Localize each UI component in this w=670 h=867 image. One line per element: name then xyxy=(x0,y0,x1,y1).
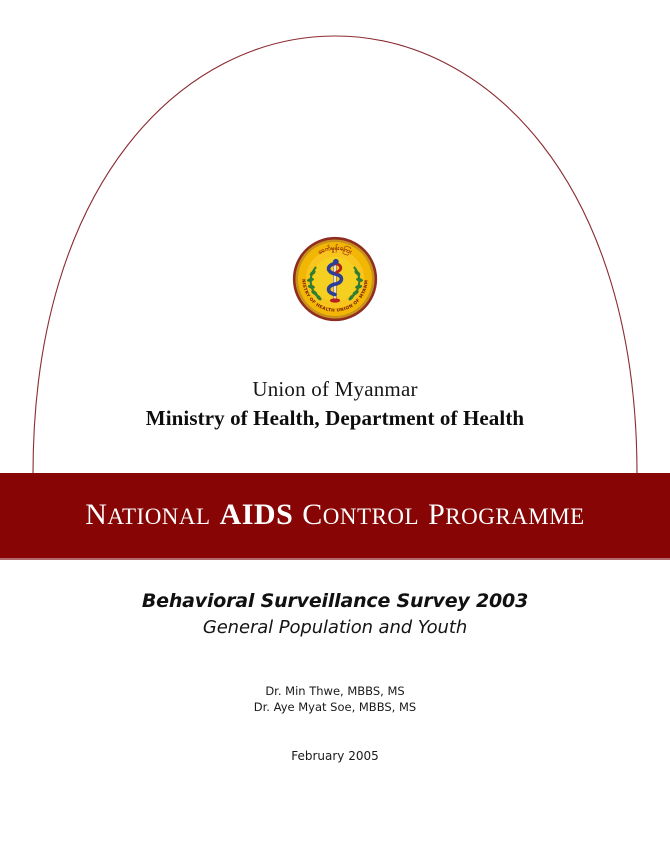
publication-date: February 2005 xyxy=(291,749,379,763)
ministry-of-health-seal: ခေက်မှုန်းကြေး MINISTRY OF HEALTH UNION … xyxy=(292,236,378,322)
subtitle-block: Behavioral Surveillance Survey 2003 Gene… xyxy=(0,588,670,640)
title-word-national: National xyxy=(85,497,211,531)
programme-title-banner: National AIDS Control Programme xyxy=(0,473,670,558)
org-line-ministry: Ministry of Health, Department of Health xyxy=(145,406,525,430)
survey-scope: General Population and Youth xyxy=(202,617,468,638)
org-line-country: Union of Myanmar xyxy=(252,377,418,401)
author-line: Dr. Aye Myat Soe, MBBS, MS xyxy=(253,700,417,714)
rod-of-asclepius-icon xyxy=(326,258,344,303)
author-line: Dr. Min Thwe, MBBS, MS xyxy=(265,684,405,698)
title-word-programme: Programme xyxy=(428,497,585,531)
authors-block: Dr. Min Thwe, MBBS, MS Dr. Aye Myat Soe,… xyxy=(0,683,670,715)
title-word-aids: AIDS xyxy=(219,497,294,531)
publication-date-block: February 2005 xyxy=(0,748,670,764)
programme-title: National AIDS Control Programme xyxy=(85,498,584,534)
title-word-control: Control xyxy=(302,497,420,531)
organization-block: Union of Myanmar Ministry of Health, Dep… xyxy=(0,376,670,432)
banner-underline xyxy=(0,558,670,560)
survey-title: Behavioral Surveillance Survey 2003 xyxy=(141,590,529,612)
